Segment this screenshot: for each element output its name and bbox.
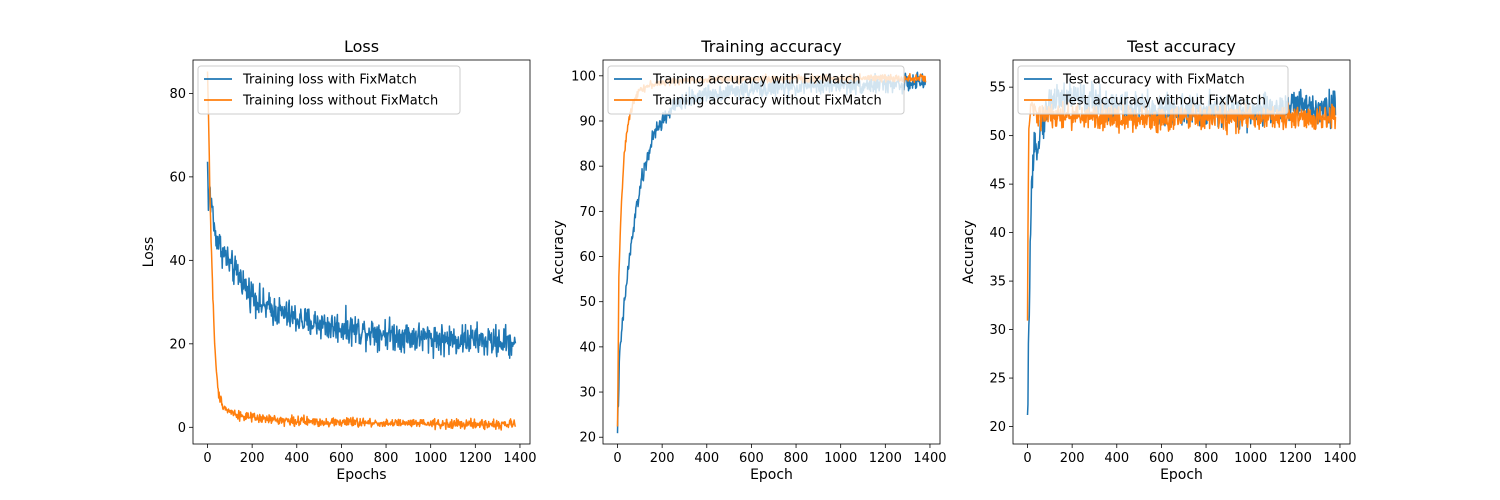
x-tick-label: 0 (1023, 451, 1031, 466)
x-tick-label: 400 (284, 451, 309, 466)
y-tick-label: 0 (178, 421, 186, 436)
legend-box (607, 65, 905, 115)
x-tick-label: 1400 (503, 451, 536, 466)
x-tick-label: 800 (374, 451, 399, 466)
y-tick-label: 40 (169, 254, 186, 269)
y-tick-label: 60 (169, 170, 186, 185)
x-axis-label: Epochs (336, 467, 386, 483)
x-tick-label: 200 (240, 451, 265, 466)
y-tick-label: 25 (989, 372, 1006, 387)
plot-frame (192, 59, 531, 445)
series-line (1026, 101, 1337, 321)
chart-title: Test accuracy (1126, 37, 1236, 56)
x-axis-label: Epoch (750, 467, 793, 483)
series-line (206, 71, 517, 431)
x-tick-label: 600 (329, 451, 354, 466)
y-tick-label: 60 (579, 250, 596, 265)
y-tick-label: 45 (989, 178, 1006, 193)
x-tick-label: 0 (203, 451, 211, 466)
y-tick-label: 40 (989, 226, 1006, 241)
x-tick-label: 0 (613, 451, 621, 466)
chart-1: 0 200 400 600 800 1000 1200 1400 0 20 40 60 80 Loss Ep… (141, 37, 537, 483)
x-tick-label: 1400 (913, 451, 946, 466)
legend-box (1017, 65, 1289, 115)
y-tick-label: 80 (169, 87, 186, 102)
x-tick-label: 200 (650, 451, 675, 466)
series-group (1026, 80, 1337, 416)
y-tick-label: 30 (579, 386, 596, 401)
legend-label: Test accuracy without FixMatch (1062, 94, 1266, 109)
y-tick-label: 35 (989, 275, 1006, 290)
x-tick-label: 200 (1060, 451, 1085, 466)
y-axis-label: Accuracy (961, 220, 977, 284)
x-tick-label: 1000 (824, 451, 857, 466)
legend-label: Training accuracy without FixMatch (652, 94, 882, 109)
y-axis-label: Accuracy (551, 220, 567, 284)
x-tick-label: 1200 (459, 451, 492, 466)
series-group (616, 71, 927, 434)
legend-box (197, 65, 461, 115)
legend-label: Training loss with FixMatch (242, 73, 417, 88)
legend-label: Test accuracy with FixMatch (1062, 73, 1245, 88)
x-tick-label: 800 (1194, 451, 1219, 466)
series-line (206, 161, 517, 360)
series-group (206, 71, 517, 431)
chart-title: Training accuracy (700, 37, 841, 56)
x-tick-label: 1400 (1323, 451, 1356, 466)
x-tick-label: 1000 (1234, 451, 1267, 466)
y-tick-label: 20 (579, 431, 596, 446)
y-tick-label: 40 (579, 340, 596, 355)
y-tick-label: 50 (989, 129, 1006, 144)
x-tick-label: 1200 (1279, 451, 1312, 466)
x-tick-label: 400 (1104, 451, 1129, 466)
chart-2: 0 200 400 600 800 1000 1200 1400 20 30 40 50 60 70 80 9… (551, 37, 947, 483)
legend: Training loss with FixMatch Training loss… (197, 65, 461, 115)
y-tick-label: 70 (579, 205, 596, 220)
legend-label: Training loss without FixMatch (242, 94, 438, 109)
chart-title: Loss (344, 37, 379, 56)
x-tick-label: 800 (784, 451, 809, 466)
legend-label: Training accuracy with FixMatch (652, 73, 860, 88)
series-line (616, 72, 927, 427)
plot-frame (602, 59, 941, 445)
x-tick-label: 1000 (414, 451, 447, 466)
y-axis-label: Loss (141, 237, 157, 268)
y-tick-label: 90 (579, 114, 596, 129)
plot-frame (1012, 59, 1351, 445)
legend: Training accuracy with FixMatch Training … (607, 65, 905, 115)
y-tick-label: 50 (579, 295, 596, 310)
series-line (1026, 80, 1337, 416)
series-line (616, 71, 927, 434)
y-tick-label: 80 (579, 160, 596, 175)
y-tick-label: 20 (169, 337, 186, 352)
y-tick-label: 55 (989, 81, 1006, 96)
x-tick-label: 1200 (869, 451, 902, 466)
x-tick-label: 600 (1149, 451, 1174, 466)
y-tick-label: 20 (989, 420, 1006, 435)
x-tick-label: 600 (739, 451, 764, 466)
x-axis-label: Epoch (1160, 467, 1203, 483)
y-tick-label: 100 (571, 69, 596, 84)
y-tick-label: 30 (989, 323, 1006, 338)
chart-3: 0 200 400 600 800 1000 1200 1400 20 25 30 35 40 45 50 5… (961, 37, 1357, 483)
x-tick-label: 400 (694, 451, 719, 466)
legend: Test accuracy with FixMatch Test accuracy… (1017, 65, 1289, 115)
